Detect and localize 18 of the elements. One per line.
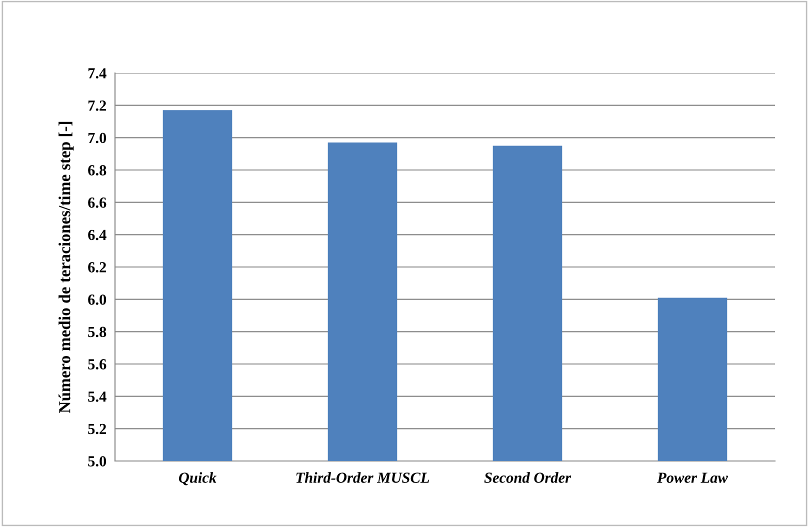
x-tick-label: Second Order [484,472,572,483]
y-tick-label: 5.6 [88,359,106,370]
y-tick-label: 5.4 [88,392,106,402]
y-tick-label: 5.2 [88,424,106,434]
y-tick-label: 7.0 [88,132,106,144]
y-tick-label: 6.6 [88,198,106,208]
y-tick-label: 6.4 [88,230,106,240]
x-tick-label: Third-Order MUSCL [296,472,430,483]
y-tick-label: 5.0 [88,456,106,467]
y-tick-label: 6.0 [88,294,106,305]
y-tick-label: 6.2 [88,262,106,273]
x-tick-label: Quick [178,472,216,486]
x-tick-label: Power Law [657,472,728,483]
y-tick-label: 7.2 [88,100,106,111]
y-tick-label: 7.4 [88,68,106,79]
y-tick-label: 5.8 [88,326,106,338]
y-axis-title: Número medio de teraciones/time step [-] [58,122,74,414]
y-tick-label: 6.8 [88,165,106,176]
